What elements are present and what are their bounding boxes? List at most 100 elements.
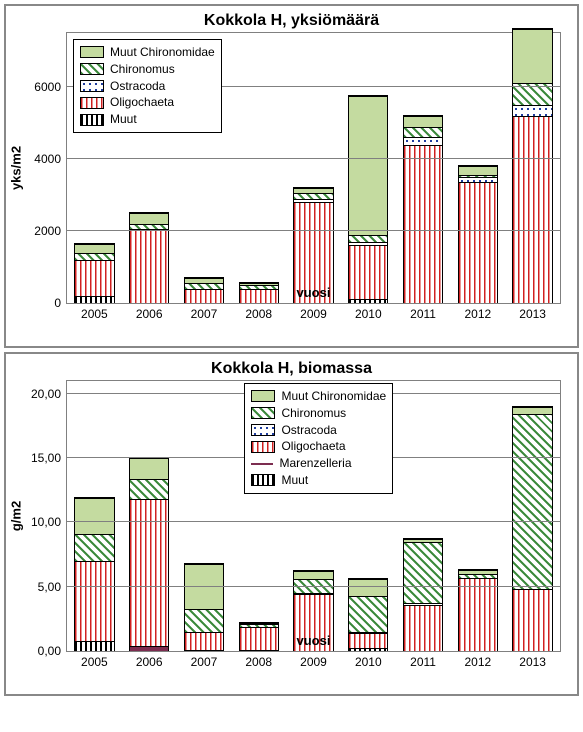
- bar-segment: [404, 145, 442, 303]
- ytick-label: 6000: [34, 80, 67, 94]
- ytick-label: 0,00: [38, 644, 67, 658]
- bar-segment: [75, 253, 113, 260]
- top-legend: Muut ChironomidaeChironomusOstracodaOlig…: [73, 39, 222, 133]
- legend-row: Muut Chironomidae: [80, 44, 215, 61]
- xtick-label: 2010: [355, 303, 382, 321]
- xtick-label: 2011: [410, 303, 436, 321]
- legend-row: Muut: [251, 472, 386, 489]
- xtick-label: 2007: [191, 651, 218, 669]
- bar-segment: [513, 116, 551, 303]
- bar-segment: [513, 29, 551, 83]
- legend-label: Muut: [110, 111, 137, 128]
- bar-segment: [513, 105, 551, 116]
- gridline: [67, 586, 560, 587]
- bar-slot: 2012: [450, 33, 505, 303]
- bar-stack: [348, 95, 388, 303]
- bar-slot: 2009: [286, 33, 341, 303]
- legend-row: Muut Chironomidae: [251, 388, 386, 405]
- bar-segment: [404, 127, 442, 138]
- legend-label: Chironomus: [281, 405, 346, 422]
- legend-swatch: [251, 424, 275, 436]
- bar-segment: [404, 116, 442, 127]
- legend-swatch: [80, 97, 104, 109]
- bar-segment: [349, 96, 387, 235]
- gridline: [67, 158, 560, 159]
- xtick-label: 2009: [300, 303, 327, 321]
- bar-slot: 2007: [177, 381, 232, 651]
- top-chart-panel: Kokkola H, yksiömäärä yks/m2 Muut Chiron…: [4, 4, 579, 348]
- legend-swatch: [251, 441, 275, 453]
- bar-slot: 2011: [396, 381, 451, 651]
- xtick-label: 2013: [519, 303, 546, 321]
- xtick-label: 2012: [465, 303, 492, 321]
- ytick-label: 20,00: [31, 387, 67, 401]
- legend-swatch: [80, 114, 104, 126]
- bar-stack: [129, 457, 169, 651]
- bar-segment: [75, 561, 113, 641]
- legend-swatch: [251, 407, 275, 419]
- ytick-label: 15,00: [31, 451, 67, 465]
- bar-segment: [185, 609, 223, 632]
- bottom-xlabel: vuosi: [66, 633, 561, 648]
- xtick-label: 2010: [355, 651, 382, 669]
- legend-row: Chironomus: [251, 405, 386, 422]
- ytick-label: 5,00: [38, 580, 67, 594]
- top-plot-wrap: yks/m2 Muut ChironomidaeChironomusOstrac…: [6, 32, 577, 304]
- legend-swatch: [251, 474, 275, 486]
- legend-swatch: [251, 463, 273, 465]
- xtick-label: 2005: [81, 303, 108, 321]
- bar-segment: [130, 479, 168, 500]
- bar-stack: [403, 115, 443, 303]
- legend-label: Oligochaeta: [281, 438, 345, 455]
- bar-slot: 2006: [122, 381, 177, 651]
- bar-slot: 2013: [505, 33, 560, 303]
- bar-slot: 2012: [450, 381, 505, 651]
- legend-row: Oligochaeta: [80, 94, 215, 111]
- bar-segment: [404, 542, 442, 604]
- bar-segment: [459, 166, 497, 175]
- bar-segment: [75, 534, 113, 561]
- top-xlabel: vuosi: [66, 285, 561, 300]
- bar-segment: [349, 596, 387, 632]
- ytick-label: 4000: [34, 152, 67, 166]
- xtick-label: 2012: [465, 651, 492, 669]
- bottom-plot-wrap: g/m2 Muut ChironomidaeChironomusOstracod…: [6, 380, 577, 652]
- xtick-label: 2008: [245, 303, 272, 321]
- bar-segment: [130, 213, 168, 224]
- bar-slot: 2011: [396, 33, 451, 303]
- ytick-label: 10,00: [31, 515, 67, 529]
- bar-segment: [75, 498, 113, 534]
- bar-slot: 2005: [67, 381, 122, 651]
- legend-label: Marenzelleria: [279, 455, 351, 472]
- bar-stack: [458, 165, 498, 303]
- xtick-label: 2013: [519, 651, 546, 669]
- legend-row: Oligochaeta: [251, 438, 386, 455]
- top-plot-area: Muut ChironomidaeChironomusOstracodaOlig…: [66, 32, 561, 304]
- legend-swatch: [80, 80, 104, 92]
- gridline: [67, 230, 560, 231]
- bar-segment: [75, 244, 113, 253]
- bar-segment: [349, 235, 387, 242]
- bar-slot: 2013: [505, 381, 560, 651]
- legend-row: Chironomus: [80, 61, 215, 78]
- ytick-label: 2000: [34, 224, 67, 238]
- xtick-label: 2008: [245, 651, 272, 669]
- legend-row: Muut: [80, 111, 215, 128]
- bottom-ylabel: g/m2: [9, 501, 24, 531]
- gridline: [67, 521, 560, 522]
- bottom-plot-area: Muut ChironomidaeChironomusOstracodaOlig…: [66, 380, 561, 652]
- bar-stack: [74, 497, 114, 651]
- bar-segment: [404, 137, 442, 144]
- bar-segment: [294, 571, 332, 579]
- xtick-label: 2009: [300, 651, 327, 669]
- bottom-legend: Muut ChironomidaeChironomusOstracodaOlig…: [244, 383, 393, 494]
- xtick-label: 2006: [136, 303, 163, 321]
- bar-segment: [513, 414, 551, 589]
- legend-row: Ostracoda: [251, 422, 386, 439]
- bottom-chart-title: Kokkola H, biomassa: [6, 354, 577, 380]
- legend-label: Muut: [281, 472, 308, 489]
- bar-stack: [512, 28, 552, 303]
- legend-row: Marenzelleria: [251, 455, 386, 472]
- legend-swatch: [80, 63, 104, 75]
- bar-slot: 2008: [231, 33, 286, 303]
